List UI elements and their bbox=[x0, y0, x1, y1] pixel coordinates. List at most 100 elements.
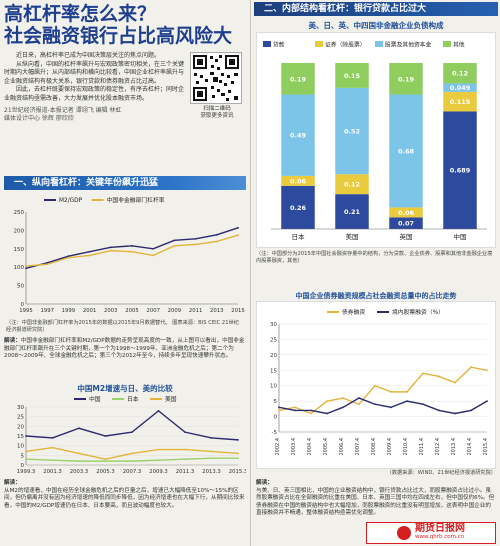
byline-2: 媒体设计中心 徐辉 廖欣欣 bbox=[4, 115, 74, 123]
x-tick-label: 2009.3 bbox=[149, 469, 168, 475]
watermark-url: www.qhrb.com.cn bbox=[415, 534, 465, 540]
data-label: 0.049 bbox=[450, 84, 471, 92]
data-point bbox=[486, 369, 488, 372]
data-point bbox=[78, 427, 80, 430]
bar-segment bbox=[389, 63, 423, 95]
category-label: 英国 bbox=[400, 232, 413, 241]
bar-segment bbox=[443, 91, 477, 112]
data-point bbox=[104, 435, 107, 437]
data-point bbox=[173, 244, 176, 247]
chart-4-title: 中国企业债券融资规模占社会融资总量中的占比走势 bbox=[295, 292, 457, 300]
data-label: 0.52 bbox=[344, 128, 360, 136]
page-title: 高杠杆率怎么来？ 社会融资银行占比高风险大 bbox=[4, 3, 254, 47]
data-point bbox=[157, 459, 160, 462]
data-point bbox=[88, 254, 91, 257]
data-point bbox=[51, 437, 54, 439]
intro-paragraph-2: 从纵向看，中国的杠杆率飙升与宏观政策密切相关，在三个关键时期内大幅飙升；从内部结… bbox=[4, 60, 185, 85]
data-point bbox=[294, 406, 296, 409]
chart-4-note: （数据来源：WIND、21世纪经济报道研究院） bbox=[386, 470, 496, 476]
data-point bbox=[438, 375, 440, 378]
data-point bbox=[78, 460, 80, 463]
x-tick-label: 2005.4 bbox=[323, 438, 329, 456]
data-point bbox=[173, 239, 176, 242]
data-label: 0.19 bbox=[290, 75, 307, 83]
data-point bbox=[88, 250, 91, 253]
x-tick-label: 2004.4 bbox=[307, 438, 313, 456]
x-tick-label: 2007.4 bbox=[355, 438, 361, 456]
data-label: 0.68 bbox=[398, 147, 415, 155]
data-point bbox=[25, 267, 27, 270]
data-point bbox=[131, 460, 133, 463]
y-tick-label: 10 bbox=[270, 384, 277, 390]
x-tick-label: 2006.4 bbox=[339, 438, 345, 456]
y-tick-label: 50 bbox=[17, 284, 24, 290]
data-point bbox=[342, 397, 344, 399]
x-tick-label: 2015.4 bbox=[483, 438, 489, 456]
data-point bbox=[109, 246, 112, 249]
x-tick-label: 1999.3 bbox=[17, 469, 36, 475]
data-label: 0.689 bbox=[450, 167, 471, 175]
legend-swatch bbox=[315, 41, 323, 47]
x-tick-label: 2008.4 bbox=[371, 438, 377, 456]
data-label: 0.21 bbox=[344, 208, 361, 216]
data-label: 0.115 bbox=[450, 98, 471, 106]
bar-segment bbox=[281, 94, 315, 176]
bar-segment bbox=[443, 63, 477, 84]
analysis-label-2: 解读： bbox=[4, 480, 21, 486]
y-tick-label: 100 bbox=[14, 265, 25, 271]
y-tick-label: 10 bbox=[17, 444, 24, 450]
category-label: 中国 bbox=[454, 232, 467, 241]
data-point bbox=[310, 412, 312, 415]
chart-2: 0 5 10 15 20 25 30 1999.3 2001.3 2003.3 2005.3 2007… bbox=[4, 393, 248, 477]
legend-label: 美国 bbox=[165, 395, 177, 403]
data-point bbox=[210, 457, 213, 460]
analysis-label-3: 解读： bbox=[256, 480, 273, 486]
data-point bbox=[486, 400, 488, 403]
legend-label: 股票及其他资本金 bbox=[385, 41, 432, 49]
legend-swatch bbox=[443, 41, 451, 47]
y-tick-label: 30 bbox=[270, 322, 277, 328]
series-line bbox=[25, 227, 239, 269]
data-point bbox=[358, 397, 360, 399]
y-tick-label: 15 bbox=[270, 368, 277, 374]
x-tick-label: 2011.4 bbox=[419, 438, 425, 456]
x-tick-label: 2002.4 bbox=[275, 438, 281, 456]
data-point bbox=[131, 250, 133, 253]
legend-label: 其他 bbox=[453, 41, 465, 49]
intro-paragraph-1: 近日来，高杠杆率已成为中国决策层关注的焦点问题。 bbox=[16, 52, 161, 59]
chart-3: 贷款 证券（除股票） 股票及其他资本金 其他 0.26 0.06 0.49 0.19 日本 0.2… bbox=[256, 32, 496, 248]
data-label: 0.19 bbox=[398, 75, 415, 83]
legend-label: 债券融资 bbox=[342, 308, 365, 316]
chart-2-title: 中国M2增速与日、美的比较 bbox=[77, 384, 173, 393]
section-1-banner: 一、纵向看杠杆：关键年份飙升迅猛 bbox=[4, 176, 246, 190]
data-point bbox=[454, 381, 456, 384]
data-point bbox=[326, 412, 328, 415]
qr-caption-line-2: 获取更多资讯 bbox=[200, 113, 234, 119]
bar-segment bbox=[443, 83, 477, 92]
logo-icon bbox=[397, 526, 411, 540]
x-tick-label: 2005 bbox=[125, 308, 138, 314]
legend-label: 境内股票融资（%） bbox=[392, 308, 444, 316]
qr-code[interactable] bbox=[190, 52, 242, 104]
data-point bbox=[438, 409, 440, 412]
y-tick-label: 0 bbox=[21, 302, 25, 308]
x-tick-label: 2003.3 bbox=[70, 469, 89, 475]
chart-1: 0 50 100 150 200 250 1995 1997 1999 2001 2003 2005 2… bbox=[4, 192, 246, 322]
qr-caption: 扫描二维码 获取更多资讯 bbox=[188, 106, 246, 120]
x-tick-label: 1995 bbox=[19, 308, 32, 314]
series-line bbox=[278, 397, 488, 415]
data-point bbox=[390, 406, 392, 409]
x-tick-label: 2007.3 bbox=[123, 469, 142, 475]
y-tick-label: 0 bbox=[21, 463, 25, 469]
bar-segment bbox=[335, 87, 369, 175]
chart-1-note: （注：中国非金融部门杠杆率为2015年的数据以2015年9月数据替代。 图表来源… bbox=[6, 320, 239, 333]
data-point bbox=[326, 400, 328, 403]
qr-caption-line-1: 扫描二维码 bbox=[203, 106, 231, 112]
data-point bbox=[157, 448, 160, 451]
data-point bbox=[109, 249, 112, 252]
data-point bbox=[237, 452, 239, 455]
series-line bbox=[278, 366, 488, 415]
data-point bbox=[237, 438, 239, 441]
data-point bbox=[422, 372, 424, 375]
x-tick-label: 2014.4 bbox=[467, 438, 473, 456]
